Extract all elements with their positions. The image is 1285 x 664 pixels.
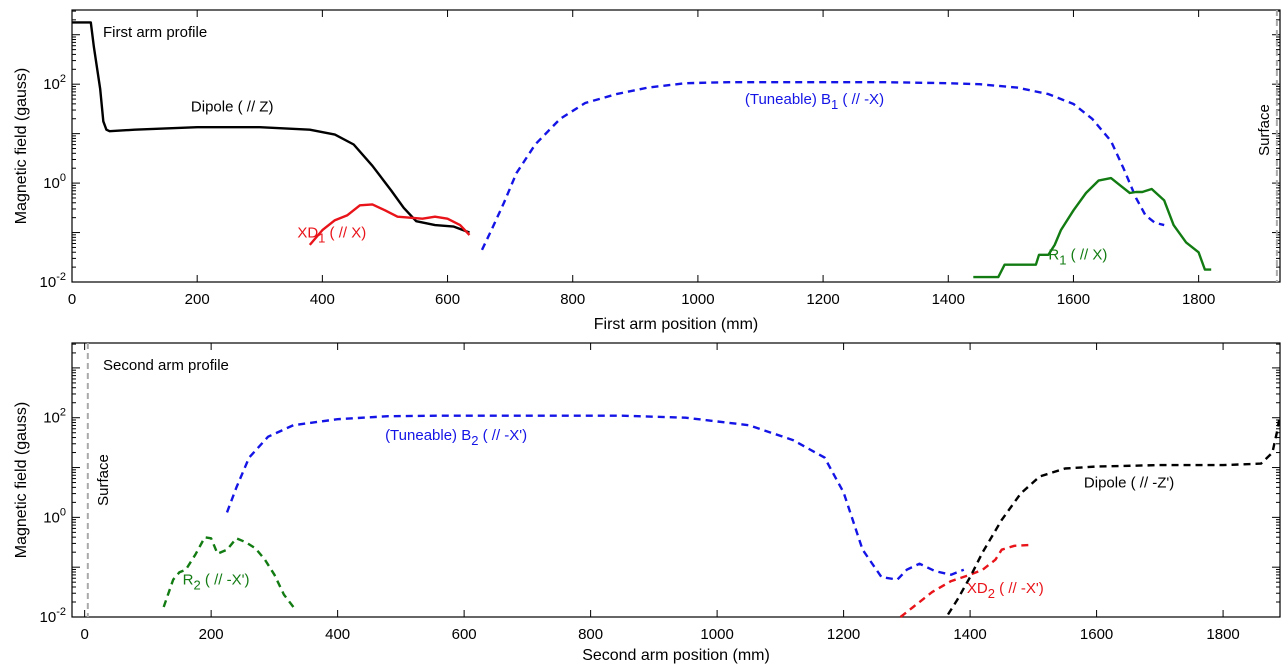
first-series-line-2 [480, 80, 1165, 251]
second-arm-panel: 0 200 400 600 800 1000 1200 1400 1600 1800 10-2 100… [13, 342, 1282, 664]
first-y-tick-label: 10-2 [40, 271, 66, 291]
first-x-tick-label: 1000 [681, 291, 714, 308]
second-x-tick-label: 200 [199, 626, 224, 643]
first-x-tick-label: 400 [310, 291, 335, 308]
second-x-axis-label: Second arm position (mm) [582, 647, 770, 664]
first-x-tick-label: 1400 [932, 291, 965, 308]
first-y-axis-label: Magnetic field (gauss) [13, 68, 30, 225]
second-x-tick-label: 800 [578, 626, 603, 643]
second-series-label-0: (Tuneable) B2 ( // -X') [385, 427, 527, 448]
second-x-tick-label: 400 [325, 626, 350, 643]
first-series-label-1: XD1 ( // X) [297, 224, 366, 245]
first-y-tick-label: 102 [43, 73, 66, 93]
second-x-tick-label: 1000 [700, 626, 733, 643]
second-series-label-3: Dipole ( // -Z') [1084, 474, 1174, 491]
second-series-line-1 [162, 536, 295, 608]
second-plot-frame [71, 342, 1281, 618]
second-surface-label: Surface [95, 454, 112, 506]
first-x-tick-label: 0 [68, 291, 76, 308]
second-panel-label: Second arm profile [103, 357, 229, 374]
second-x-tick-label: 600 [452, 626, 477, 643]
first-x-tick-label: 600 [435, 291, 460, 308]
first-x-tick-label: 1200 [806, 291, 839, 308]
first-series-label-0: Dipole ( // Z) [191, 98, 274, 115]
second-series-line-3 [946, 414, 1282, 616]
second-y-tick-label: 100 [43, 506, 66, 526]
first-series-label-2: (Tuneable) B1 ( // -X) [745, 91, 884, 112]
second-series-line-0 [225, 414, 965, 581]
second-y-axis-label: Magnetic field (gauss) [13, 402, 30, 559]
first-x-tick-label: 800 [560, 291, 585, 308]
second-x-tick-label: 1800 [1206, 626, 1239, 643]
second-x-tick-label: 1600 [1080, 626, 1113, 643]
first-surface-label: Surface [1256, 104, 1273, 156]
first-panel-label: First arm profile [103, 24, 207, 41]
second-x-tick-label: 0 [80, 626, 88, 643]
first-x-tick-label: 1600 [1057, 291, 1090, 308]
first-y-tick-label: 100 [43, 172, 66, 192]
second-series-line-2 [899, 543, 1034, 618]
first-plot-frame [71, 9, 1281, 283]
second-x-tick-label: 1200 [827, 626, 860, 643]
first-series-line-3 [973, 176, 1212, 279]
first-series-line-0 [72, 21, 470, 234]
second-series-label-1: R2 ( // -X') [183, 572, 250, 593]
first-x-tick-label: 1800 [1182, 291, 1215, 308]
first-series-label-3: R1 ( // X) [1048, 247, 1107, 268]
first-x-tick-label: 200 [185, 291, 210, 308]
second-y-tick-label: 10-2 [40, 606, 66, 626]
first-x-axis-label: First arm position (mm) [594, 316, 758, 333]
second-series-label-2: XD2 ( // -X') [967, 580, 1044, 601]
second-x-tick-label: 1400 [953, 626, 986, 643]
first-series-line-1 [308, 203, 471, 246]
second-y-tick-label: 102 [43, 407, 66, 427]
first-arm-panel: 0 200 400 600 800 1000 1200 1400 1600 1800 10-2 100… [13, 9, 1281, 333]
